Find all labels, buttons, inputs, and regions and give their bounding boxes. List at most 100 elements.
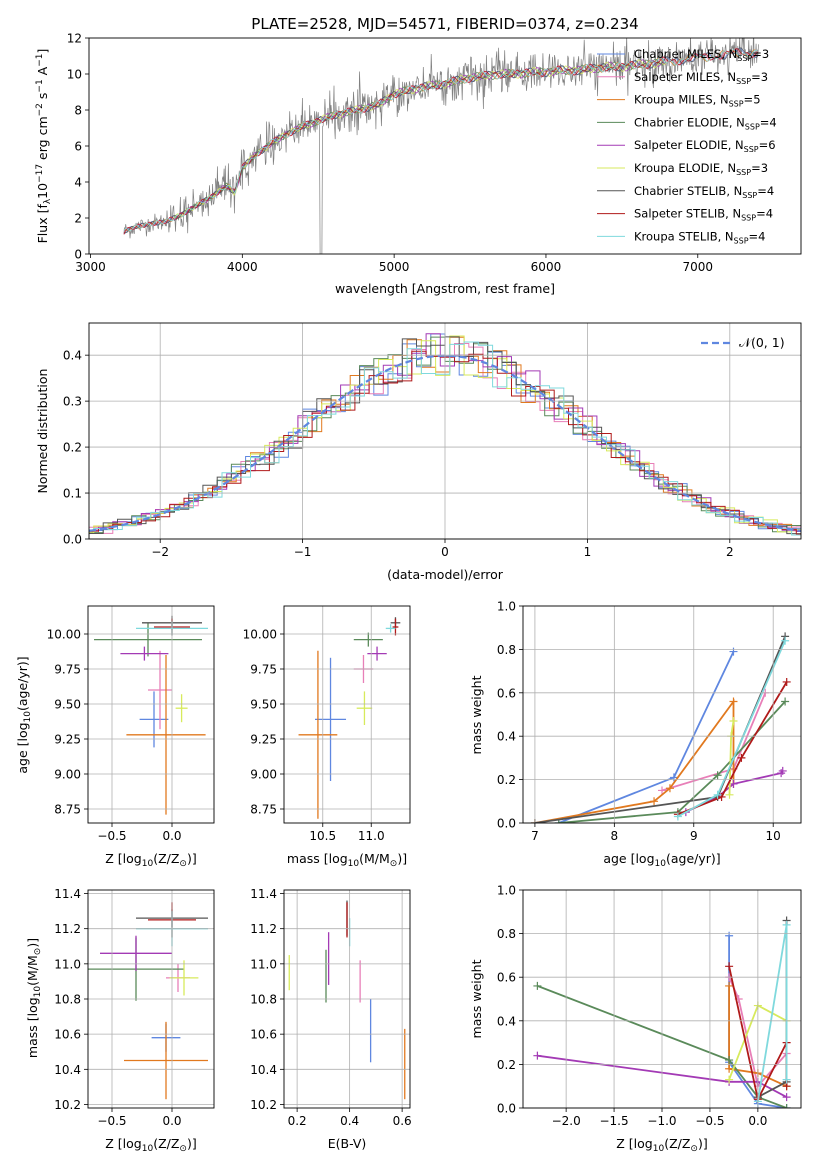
plot-area bbox=[533, 916, 791, 1108]
label-part: SSP bbox=[729, 100, 744, 109]
label-part: = bbox=[759, 138, 769, 152]
y-tick-label: 10.8 bbox=[54, 993, 81, 1007]
weight-point-marker bbox=[669, 773, 678, 782]
y-axis-label: Normed distribution bbox=[35, 369, 50, 494]
label-part: SSP bbox=[736, 77, 751, 86]
label-part: )] bbox=[187, 851, 197, 866]
label-part: = bbox=[760, 115, 770, 129]
label-part: Salpeter MILES bbox=[634, 70, 720, 84]
label-part: , N bbox=[725, 207, 741, 221]
label-part: A bbox=[35, 66, 50, 79]
y-tick-label: 0.8 bbox=[497, 643, 516, 657]
label-part: Chabrier STELIB bbox=[634, 184, 726, 198]
spectrum-model-line bbox=[173, 58, 667, 220]
weight-point-marker bbox=[729, 717, 738, 726]
plot-area bbox=[298, 617, 401, 819]
label-part: −1 bbox=[35, 54, 45, 67]
label-part: 10 bbox=[23, 711, 33, 723]
x-tick-label: 1 bbox=[584, 545, 592, 559]
x-tick-label: 0.0 bbox=[162, 1114, 181, 1128]
label-part: Kroupa ELODIE bbox=[634, 161, 720, 175]
weight-point-marker bbox=[713, 790, 722, 799]
label-part: ⊙ bbox=[179, 1144, 187, 1154]
y-tick-label: 9.50 bbox=[54, 698, 81, 712]
label-part: 10 bbox=[142, 859, 154, 869]
y-tick-label: 0.2 bbox=[497, 773, 516, 787]
label-part: Salpeter ELODIE bbox=[634, 138, 728, 152]
legend-entry: Salpeter STELIB, NSSP=4 bbox=[634, 207, 773, 223]
y-tick-label: 0.1 bbox=[63, 487, 82, 501]
y-tick-label: 11.0 bbox=[250, 957, 277, 971]
label-part: SSP bbox=[745, 122, 760, 131]
spectrum-model-line bbox=[173, 59, 667, 219]
spectrum-model-line bbox=[173, 59, 667, 221]
y-tick-label: 0.0 bbox=[497, 817, 516, 831]
legend-entry: Kroupa MILES, NSSP=5 bbox=[634, 93, 761, 109]
label-part: age [log bbox=[603, 851, 654, 866]
y-tick-label: 10.00 bbox=[243, 628, 277, 642]
label-part: SSP bbox=[742, 191, 757, 200]
label-part: 3 bbox=[761, 70, 768, 84]
y-tick-label: 0 bbox=[74, 248, 82, 262]
axes-frame bbox=[283, 889, 411, 1109]
panel-spectrum: 3000 4000 5000 6000 7000 0 2 4 6 8 10 12 wavelength … bbox=[35, 32, 802, 296]
y-tick-label: 0.0 bbox=[497, 1102, 516, 1116]
weight-point-marker bbox=[781, 636, 790, 645]
weight-point-marker bbox=[729, 647, 738, 656]
label-part: SSP bbox=[737, 54, 752, 63]
label-part: Chabrier MILES bbox=[634, 47, 721, 61]
panel-mass-vs-ebv: 0.2 0.4 0.6 10.2 10.4 10.6 10.8 11.0 11.2 11.4 E(B… bbox=[250, 887, 411, 1151]
panel-residual-histogram: −2 −1 0 1 2 0.0 0.1 0.2 0.3 0.4 𝒩(0, 1) (data-model… bbox=[35, 322, 802, 582]
y-tick-label: 9.50 bbox=[250, 698, 277, 712]
label-part: 10 bbox=[655, 859, 667, 869]
x-axis-label: mass [log10(M/M⊙)] bbox=[287, 851, 407, 869]
y-axis-label: age [log10(age/yr)] bbox=[15, 656, 33, 773]
figure-title: PLATE=2528, MJD=54571, FIBERID=0374, z=0… bbox=[251, 15, 638, 33]
label-part: 4 bbox=[758, 229, 765, 243]
y-axis-label: mass weight bbox=[469, 959, 484, 1038]
y-tick-label: 2 bbox=[74, 212, 82, 226]
label-part: (Z/Z bbox=[664, 1136, 690, 1151]
label-part: age [log bbox=[15, 722, 30, 773]
legend-entry: Kroupa ELODIE, NSSP=3 bbox=[634, 161, 768, 177]
x-axis-label: wavelength [Angstrom, rest frame] bbox=[335, 281, 555, 296]
label-part: Chabrier ELODIE bbox=[634, 115, 729, 129]
y-tick-label: 0.4 bbox=[497, 1014, 516, 1028]
x-tick-label: 2 bbox=[726, 545, 734, 559]
x-tick-label: −2.0 bbox=[552, 1114, 581, 1128]
label-part: 4 bbox=[769, 115, 776, 129]
weight-series-line bbox=[757, 924, 788, 1102]
x-tick-label: −2 bbox=[151, 545, 169, 559]
label-part: (M/M bbox=[359, 851, 390, 866]
label-part: 10 bbox=[653, 1144, 665, 1154]
label-part: (Z/Z bbox=[153, 851, 179, 866]
label-part: , N bbox=[721, 47, 737, 61]
panel-weight-vs-z: −2.0 −1.5 −1.0 −0.5 0.0 0.0 0.2 0.4 0.6 0.8 1.0 Z [… bbox=[469, 884, 802, 1154]
label-part: )] bbox=[397, 851, 407, 866]
legend-entry: Chabrier STELIB, NSSP=4 bbox=[634, 184, 774, 200]
weight-series-line bbox=[677, 681, 788, 816]
y-tick-label: 9.00 bbox=[54, 768, 81, 782]
label-part: erg cm bbox=[35, 116, 50, 164]
label-part: )] bbox=[698, 1136, 708, 1151]
label-part: , N bbox=[720, 161, 736, 175]
x-tick-label: 0.0 bbox=[162, 829, 181, 843]
x-tick-label: −1.0 bbox=[647, 1114, 676, 1128]
label-part: Salpeter STELIB bbox=[634, 207, 725, 221]
weight-point-marker bbox=[725, 790, 734, 799]
label-part: = bbox=[749, 229, 759, 243]
weight-point-marker bbox=[781, 697, 790, 706]
label-part: )] bbox=[187, 1136, 197, 1151]
y-tick-label: 10.00 bbox=[47, 628, 81, 642]
label-part: 5 bbox=[753, 93, 760, 107]
label-part: SSP bbox=[744, 145, 759, 154]
x-tick-label: −0.5 bbox=[695, 1114, 724, 1128]
x-axis-label: E(B-V) bbox=[328, 1136, 367, 1151]
x-axis-label: Z [log10(Z/Z⊙)] bbox=[105, 1136, 196, 1154]
y-tick-label: 12 bbox=[67, 32, 82, 46]
label-part: Flux [f bbox=[35, 204, 50, 244]
legend-entry: Salpeter MILES, NSSP=3 bbox=[634, 70, 768, 86]
axes-frame bbox=[88, 37, 802, 255]
label-part: 6 bbox=[768, 138, 775, 152]
